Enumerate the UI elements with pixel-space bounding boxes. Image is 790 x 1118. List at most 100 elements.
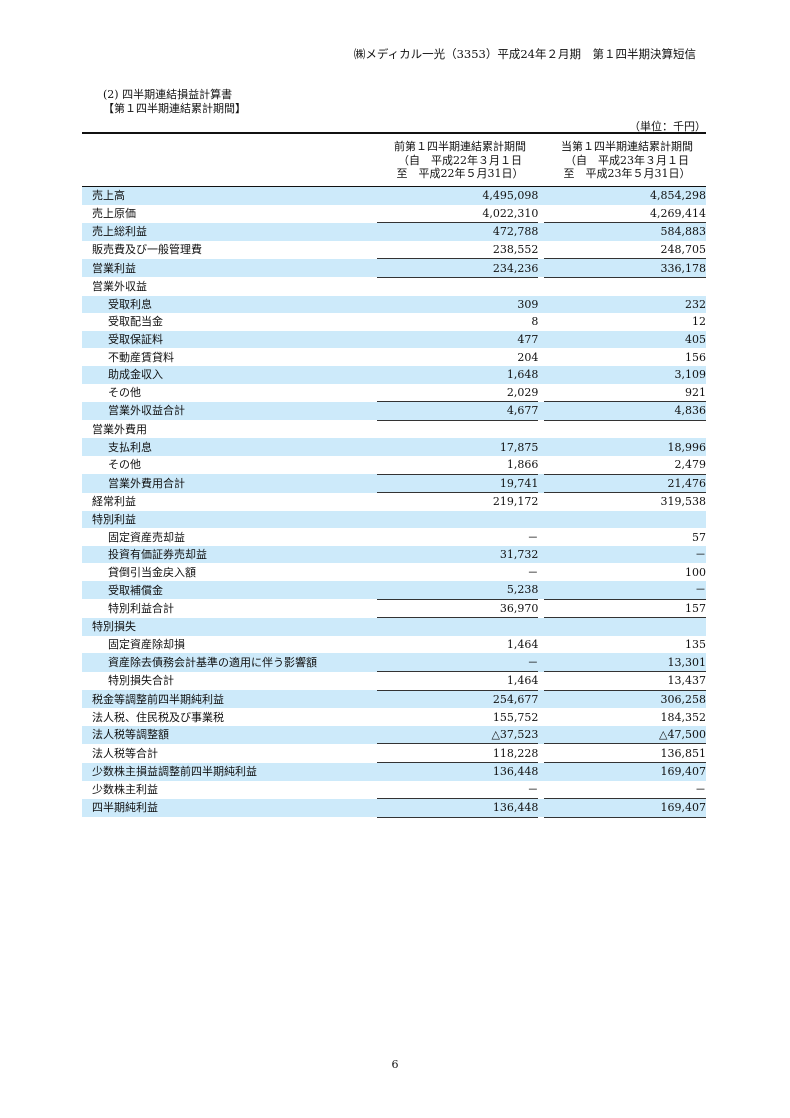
row-label: 特別利益合計 [108,601,174,615]
table-row: 固定資産除却損 1,464 135 [82,636,706,654]
value-curr: 57 [692,530,706,544]
value-prev: 31,732 [376,545,539,564]
gap [538,222,545,241]
income-statement-table: 売上高 4,495,098 4,854,298 売上原価 4,022,310 4,269,… [82,187,706,818]
table-row: 営業外収益合計 4,677 4,836 [82,401,706,421]
value-curr [544,277,706,295]
value-curr: 21,476 [544,474,706,494]
section-title: (2) 四半期連結損益計算書 [103,88,233,101]
gap [538,798,545,818]
gap [538,653,545,672]
table-row: 営業外費用合計 19,741 21,476 [82,474,706,494]
row-label: 固定資産除却損 [108,638,185,652]
gap [538,690,545,709]
row-label: 特別損失 [82,617,377,636]
row-label: 助成金収入 [82,365,377,384]
value-prev [376,510,539,529]
row-label: 受取配当金 [108,315,163,329]
row-label: 投資有価証券売却益 [82,545,377,564]
row-label: 法人税等調整額 [82,725,377,744]
table-row: その他 1,866 2,479 [82,455,706,475]
value-curr: 12 [692,315,706,329]
value-prev: 1,648 [376,365,539,384]
table-row: 貸倒引当金戻入額 － 100 [82,563,706,581]
value-curr: 18,996 [544,438,706,456]
value-curr: 136,851 [544,743,706,763]
row-label: その他 [108,458,141,472]
value-curr: 4,854,298 [544,187,706,205]
value-prev: 477 [376,330,539,349]
value-prev: 309 [376,295,539,314]
table-row: 営業外収益 [82,277,706,295]
gap [538,762,545,781]
column-header-line: 至 平成23年５月31日） [563,167,691,180]
row-label: 支払利息 [82,438,377,456]
value-curr: 157 [544,599,706,619]
gap [538,510,545,529]
table-row: 税金等調整前四半期純利益 254,677 306,258 [82,690,706,709]
value-curr: 135 [685,638,706,652]
table-row: 売上高 4,495,098 4,854,298 [82,187,706,205]
value-prev: － [376,653,539,673]
divider [82,132,706,134]
value-prev: 8 [531,315,539,329]
document-header: ㈱メディカル一光（3353）平成24年２月期 第１四半期決算短信 [353,47,696,61]
gap [538,295,545,314]
value-prev: 254,677 [376,690,539,709]
row-label: 営業外費用合計 [82,474,377,493]
value-prev: 4,677 [376,401,539,421]
table-row: 助成金収入 1,648 3,109 [82,365,706,384]
value-curr: 306,258 [544,690,706,709]
table-row: 支払利息 17,875 18,996 [82,438,706,456]
value-prev: 136,448 [376,798,539,818]
value-curr: － [544,581,706,600]
value-curr [544,420,706,438]
value-prev: 234,236 [376,258,539,278]
row-label: 特別損失合計 [108,674,174,688]
gap [538,617,545,636]
column-header-line: 前第１四半期連結累計期間 [394,140,526,153]
table-row: 受取配当金 8 12 [82,313,706,331]
value-curr: 405 [544,330,706,349]
gap [538,187,545,205]
value-prev: － [527,530,539,544]
value-curr: － [544,780,706,800]
row-label: 売上原価 [92,207,136,221]
value-curr: 336,178 [544,258,706,278]
column-header-prev: 前第１四半期連結累計期間 （自 平成22年３月１日 至 平成22年５月31日） [380,140,540,181]
row-label: 法人税、住民税及び事業税 [92,710,224,724]
value-prev: 155,752 [492,710,539,724]
value-prev: 472,788 [376,222,539,241]
table-row: 特別損失合計 1,464 13,437 [82,671,706,691]
value-prev: 19,741 [376,474,539,494]
value-curr: － [544,545,706,564]
table-row: 固定資産売却益 － 57 [82,528,706,546]
value-prev: 5,238 [376,581,539,600]
gap [538,545,545,564]
row-label: 売上高 [82,187,377,205]
row-label: 経常利益 [92,495,136,509]
row-label: 営業外収益合計 [82,401,377,421]
table-row: 特別利益 [82,510,706,529]
row-label: 少数株主損益調整前四半期純利益 [82,762,377,781]
table-row: 投資有価証券売却益 31,732 － [82,545,706,564]
value-prev: 2,029 [376,383,539,403]
value-prev: △37,523 [376,725,539,745]
value-prev: 4,495,098 [376,187,539,205]
value-curr [544,510,706,529]
value-curr: 184,352 [660,710,707,724]
table-row: 少数株主損益調整前四半期純利益 136,448 169,407 [82,762,706,781]
row-label: 貸倒引当金戻入額 [108,565,196,579]
table-row: 四半期純利益 136,448 169,407 [82,798,706,818]
section-subtitle: 【第１四半期連結累計期間】 [103,102,246,115]
value-prev [376,617,539,636]
gap [538,474,545,493]
value-curr: 13,301 [544,653,706,673]
gap [538,330,545,349]
section-heading: (2) 四半期連結損益計算書 【第１四半期連結累計期間】 [103,88,246,116]
table-row: 売上総利益 472,788 584,883 [82,222,706,241]
column-header-line: （自 平成23年３月１日 [565,153,689,167]
value-prev: － [527,565,539,579]
row-label: 四半期純利益 [82,798,377,818]
